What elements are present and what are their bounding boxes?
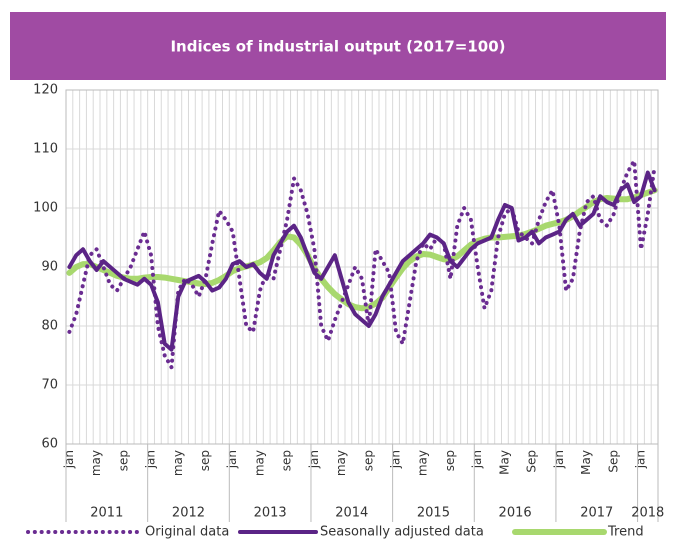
x-tick-label: sep [443,450,457,471]
year-label: 2016 [499,506,532,521]
year-label: 2011 [90,506,123,521]
legend-label: Original data [145,525,229,540]
series-line [67,170,657,352]
series-line [66,187,658,312]
x-tick-label: jan [62,450,76,469]
y-tick-label: 110 [33,142,58,157]
x-tick-label: Sep [606,450,620,473]
x-tick-label: may [416,450,430,476]
legend-label: Trend [607,525,644,540]
chart-title: Indices of industrial output (2017=100) [170,38,505,56]
x-tick-label: may [252,450,266,476]
x-tick-label: May [579,450,593,475]
y-tick-label: 120 [33,83,58,98]
x-tick-label: jan [633,450,647,469]
x-tick-label: sep [280,450,294,471]
x-tick-label: sep [361,450,375,471]
x-tick-label: sep [116,450,130,471]
series-line [67,158,657,370]
x-tick-label: jan [225,450,239,469]
x-tick-label: may [89,450,103,476]
x-tick-label: jan [307,450,321,469]
plot-border [65,89,659,445]
year-label: 2014 [335,506,368,521]
year-label: 2017 [580,506,613,521]
x-tick-label: sep [198,450,212,471]
y-tick-label: 90 [41,260,58,275]
y-tick-label: 70 [41,378,58,393]
year-label: 2015 [417,506,450,521]
year-label: 2018 [631,506,664,521]
x-tick-label: may [171,450,185,476]
x-tick-label: jan [470,450,484,469]
legend-label: Seasonally adjusted data [320,525,484,540]
year-label: 2013 [254,506,287,521]
x-tick-label: jan [144,450,158,469]
title-banner [10,12,666,80]
y-tick-label: 60 [41,437,58,452]
x-tick-label: may [334,450,348,476]
x-tick-label: jan [389,450,403,469]
x-tick-label: Sep [525,450,539,473]
year-label: 2012 [172,506,205,521]
y-tick-label: 100 [33,201,58,216]
y-tick-label: 80 [41,319,58,334]
x-tick-label: May [497,450,511,475]
x-tick-label: jan [552,450,566,469]
